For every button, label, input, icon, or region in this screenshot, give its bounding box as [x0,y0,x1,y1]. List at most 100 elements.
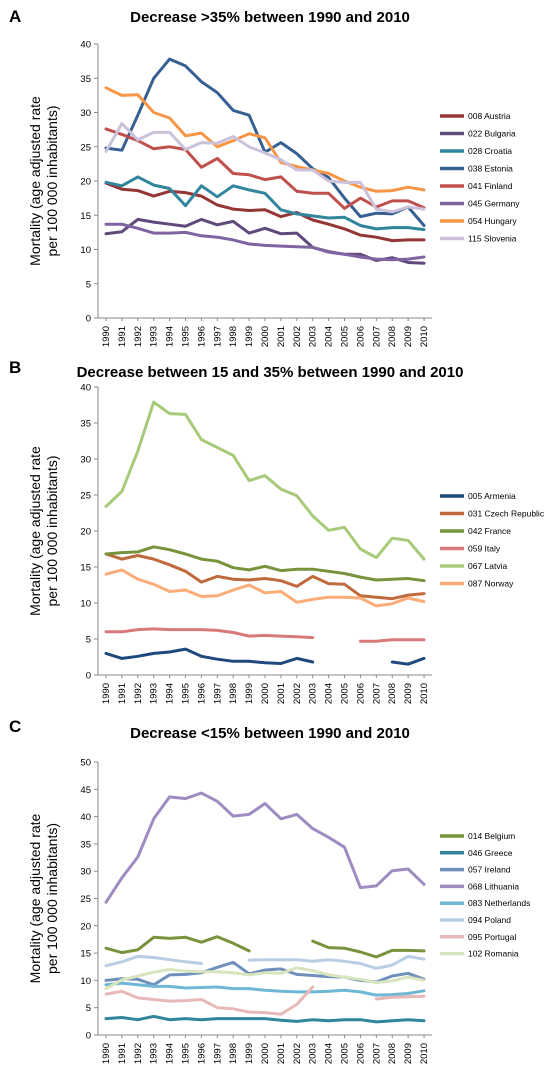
series-line [104,791,426,904]
x-tick-label: 2008 [387,1043,398,1064]
y-axis-label-line: Mortality (age adjusted rate [27,813,43,983]
x-tick-label: 1997 [212,1043,223,1064]
chart-b: B Decrease between 15 and 35% between 199… [9,358,545,704]
y-tick-label: 45 [80,785,91,796]
y-tick-label: 15 [80,211,91,222]
x-tick-label: 1997 [212,683,223,704]
x-tick-label: 2003 [308,326,319,347]
x-tick-label: 1993 [149,683,160,704]
legend-label: 038 Estonia [468,164,513,174]
series-095-portugal [104,985,426,1016]
x-tick-label: 2004 [324,326,335,347]
y-tick-label: 35 [80,839,91,850]
legend-label: 054 Hungary [468,216,517,226]
x-tick-label: 2003 [308,683,319,704]
legend-label: 087 Norway [468,579,514,589]
chart-a: A Decrease >35% between 1990 and 2010 Mort… [9,7,520,347]
chart-c: C Decrease <15% between 1990 and 2010 Mort… [9,717,530,1064]
series-line [104,627,315,640]
panel-letter: B [9,358,21,377]
series-059-italy [104,627,426,643]
y-tick-label: 10 [80,599,91,610]
series-094-poland [104,954,426,970]
x-tick-label: 2001 [276,1043,287,1064]
x-tick-label: 2010 [419,326,430,347]
x-tick-label: 1991 [117,683,128,704]
series-line [247,954,426,970]
y-axis-label-line: Mortality (age adjusted rate [27,446,43,616]
y-tick-label: 35 [80,74,91,85]
panel-letter: C [9,717,21,736]
x-tick-label: 1999 [244,326,255,347]
y-tick-label: 20 [80,527,91,538]
series-115-slovenia [104,122,426,214]
x-tick-label: 2004 [324,683,335,704]
x-tick-label: 2001 [276,326,287,347]
chart-title: Decrease >35% between 1990 and 2010 [130,9,410,26]
x-tick-label: 2003 [308,1043,319,1064]
x-tick-label: 2002 [292,326,303,347]
y-tick-label: 35 [80,419,91,430]
series-054-hungary [104,86,426,193]
x-tick-label: 1992 [133,683,144,704]
y-tick-label: 50 [80,758,91,769]
x-tick-label: 1992 [133,1043,144,1064]
series-line [104,981,426,997]
legend-label: 094 Poland [468,915,511,925]
y-tick-label: 30 [80,867,91,878]
x-tick-label: 1993 [149,326,160,347]
x-tick-label: 2000 [260,683,271,704]
x-tick-label: 1999 [244,1043,255,1064]
x-tick-label: 2008 [387,683,398,704]
y-axis-label: Mortality (age adjusted rateper 100 000 … [27,446,60,616]
x-tick-label: 1998 [228,1043,239,1064]
y-tick-label: 30 [80,455,91,466]
series-line [104,552,426,601]
series-line [104,966,426,991]
x-tick-label: 2005 [340,1043,351,1064]
series-line [104,935,251,955]
x-tick-label: 1994 [165,1043,176,1064]
series-042-france [104,545,426,583]
x-tick-label: 1994 [165,326,176,347]
y-axis-label: Mortality (age adjusted rateper 100 000 … [27,813,60,983]
series-line [311,939,426,959]
series-line [104,985,315,1016]
series-line [104,57,426,227]
legend-label: 031 Czech Republic [468,509,545,519]
series-045-germany [104,222,426,262]
legend-label: 083 Netherlands [468,898,530,908]
y-tick-label: 40 [80,40,91,51]
series-line [104,647,315,665]
x-tick-label: 2005 [340,683,351,704]
legend-label: 022 Bulgaria [468,129,516,139]
y-axis-label: Mortality (age adjusted rateper 100 000 … [27,96,60,266]
x-tick-label: 1997 [212,326,223,347]
y-tick-label: 10 [80,976,91,987]
x-tick-label: 1991 [117,1043,128,1064]
y-tick-label: 0 [86,671,91,682]
series-line [104,175,426,232]
series-line [104,222,426,262]
series-067-latvia [104,400,426,561]
series-087-norway [104,568,426,608]
legend-label: 057 Ireland [468,865,511,875]
legend-label: 041 Finland [468,181,513,191]
x-tick-label: 1994 [165,683,176,704]
series-line [390,656,426,666]
legend-label: 059 Italy [468,544,501,554]
series-083-netherlands [104,981,426,997]
series-014-belgium [104,935,426,959]
x-tick-label: 2009 [403,1043,414,1064]
chart-title: Decrease between 15 and 35% between 1990… [77,364,464,381]
x-tick-label: 1996 [196,683,207,704]
x-tick-label: 1990 [101,683,112,704]
y-tick-label: 20 [80,177,91,188]
series-031-czech-republic [104,552,426,601]
series-046-greece [104,1014,426,1024]
x-tick-label: 2007 [371,1043,382,1064]
x-tick-label: 2002 [292,683,303,704]
x-tick-label: 2010 [419,1043,430,1064]
x-tick-label: 1990 [101,326,112,347]
x-tick-label: 2000 [260,326,271,347]
